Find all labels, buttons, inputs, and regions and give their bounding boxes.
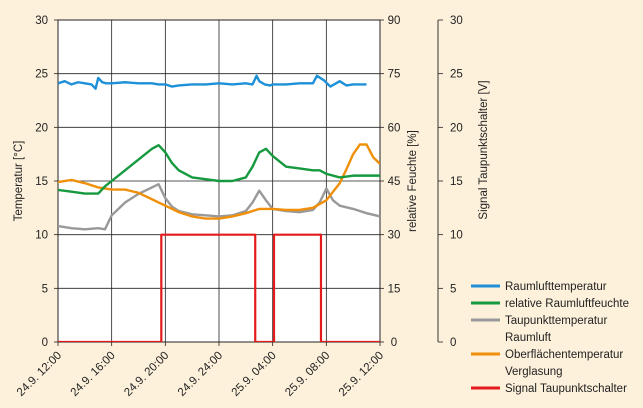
series-line bbox=[58, 233, 380, 342]
right-tick-label: 30 bbox=[388, 230, 401, 242]
right-axis-title: relative Feuchte [%] bbox=[407, 130, 419, 232]
right-tick-label: 45 bbox=[388, 176, 401, 188]
right-tick-label: 75 bbox=[388, 69, 401, 81]
series-line bbox=[58, 143, 380, 220]
legend-label: Verglasung bbox=[505, 366, 563, 378]
right-tick-label: 60 bbox=[388, 122, 401, 134]
legend-label: relative Raumluftfeuchte bbox=[505, 298, 629, 310]
series-line bbox=[58, 144, 380, 195]
series-line bbox=[58, 74, 367, 90]
legend-label: Oberflächentemperatur bbox=[505, 349, 623, 361]
legend: Raumlufttemperatur relative Raumluftfeuch… bbox=[471, 281, 629, 395]
left-tick-label: 20 bbox=[35, 122, 48, 134]
far-right-tick-label: 10 bbox=[450, 230, 463, 242]
left-axis-title: Temperatur [°C] bbox=[13, 141, 25, 222]
left-tick-label: 5 bbox=[42, 283, 48, 295]
left-tick-label: 25 bbox=[35, 69, 48, 81]
far-right-tick-label: 25 bbox=[450, 69, 463, 81]
left-tick-label: 15 bbox=[35, 176, 48, 188]
series-line bbox=[58, 183, 380, 231]
far-right-axis-title: Signal Taupunktschalter [V] bbox=[478, 80, 490, 219]
series-lines bbox=[58, 74, 380, 342]
far-right-tick-label: 15 bbox=[450, 176, 463, 188]
far-right-tick-label: 5 bbox=[450, 283, 456, 295]
right-tick-label: 90 bbox=[388, 15, 401, 27]
left-tick-label: 10 bbox=[35, 230, 48, 242]
right-tick-label: 0 bbox=[391, 337, 397, 349]
legend-label: Signal Taupunktschalter bbox=[505, 383, 627, 395]
left-tick-label: 30 bbox=[35, 15, 48, 27]
right-tick-label: 15 bbox=[388, 283, 401, 295]
left-tick-label: 0 bbox=[42, 337, 48, 349]
legend-label: Taupunkttemperatur bbox=[505, 315, 607, 327]
legend-label: Raumlufttemperatur bbox=[505, 281, 607, 293]
far-right-tick-label: 20 bbox=[450, 122, 463, 134]
legend-label: Raumluft bbox=[505, 332, 552, 344]
far-right-tick-label: 30 bbox=[450, 15, 463, 27]
far-right-tick-label: 0 bbox=[450, 337, 456, 349]
